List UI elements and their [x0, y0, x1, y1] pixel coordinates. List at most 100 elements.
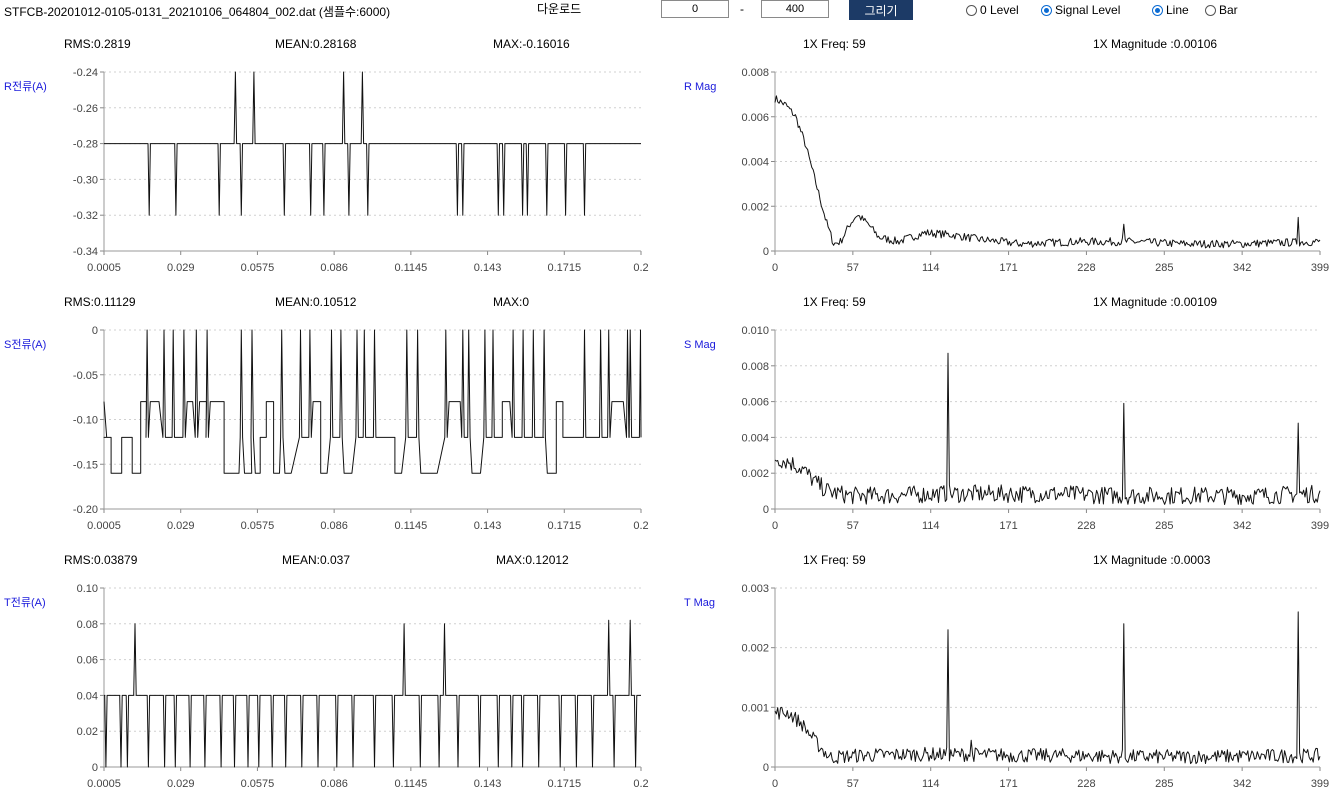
y-axis-label-t_mag: T Mag: [684, 597, 715, 609]
y-tick-s_time-3: -0.15: [73, 459, 98, 471]
range-end-input[interactable]: [761, 0, 829, 18]
stat-t_time-0: RMS:0.03879: [64, 553, 138, 567]
x-tick-r_time-4: 0.1145: [394, 262, 427, 274]
x-tick-s_mag-4: 228: [1077, 520, 1095, 532]
y-tick-t_time-2: 0.06: [77, 655, 98, 667]
y-tick-s_mag-3: 0.004: [741, 432, 769, 444]
y-tick-r_mag-3: 0.002: [741, 201, 769, 213]
r-magnitude-chart: 1X Freq: 59 1X Magnitude :0.00106 R Mag 0.0…: [684, 37, 1329, 274]
x-tick-s_time-6: 0.1715: [547, 520, 581, 532]
y-tick-t_mag-0: 0.003: [741, 583, 769, 595]
x-tick-s_mag-1: 57: [847, 520, 859, 532]
y-axis-label-t_time: T전류(A): [4, 596, 46, 609]
radio-line[interactable]: Line: [1152, 3, 1189, 17]
x-tick-s_time-7: 0.2: [633, 520, 648, 532]
y-tick-t_time-1: 0.08: [77, 619, 98, 631]
x-tick-t_time-0: 0.0005: [87, 778, 121, 790]
radio-signal-level[interactable]: Signal Level: [1041, 3, 1120, 17]
x-tick-t_time-4: 0.1145: [394, 778, 427, 790]
y-tick-r_mag-2: 0.004: [741, 157, 769, 169]
stat-r_mag-1: 1X Magnitude :0.00106: [1093, 37, 1217, 51]
x-tick-r_time-0: 0.0005: [87, 262, 121, 274]
toolbar: STFCB-20201012-0105-0131_20210106_064804…: [0, 0, 1334, 24]
y-tick-r_time-1: -0.26: [73, 103, 98, 115]
y-tick-s_mag-0: 0.010: [741, 325, 769, 337]
radio-bar[interactable]: Bar: [1205, 3, 1238, 17]
radio-zero-level[interactable]: 0 Level: [966, 3, 1019, 17]
x-tick-t_mag-6: 342: [1233, 778, 1251, 790]
series-line-t_time: [104, 619, 641, 768]
y-tick-t_mag-2: 0.001: [741, 702, 769, 714]
t-current-chart: RMS:0.03879 MEAN:0.037 MAX:0.12012 T전류(A) 0.…: [4, 553, 649, 790]
x-tick-t_mag-4: 228: [1077, 778, 1095, 790]
stat-s_mag-0: 1X Freq: 59: [803, 295, 866, 309]
x-tick-t_mag-7: 399: [1311, 778, 1329, 790]
x-tick-t_time-3: 0.086: [320, 778, 348, 790]
radio-bar-dot[interactable]: [1205, 4, 1216, 16]
radio-signal-level-label: Signal Level: [1055, 3, 1121, 17]
y-tick-s_mag-5: 0: [763, 504, 769, 516]
range-separator: -: [740, 2, 744, 16]
y-tick-r_time-4: -0.32: [73, 210, 98, 222]
x-tick-s_time-3: 0.086: [320, 520, 348, 532]
y-tick-r_time-0: -0.24: [73, 67, 98, 79]
x-tick-r_mag-4: 228: [1077, 262, 1095, 274]
x-tick-t_mag-1: 57: [847, 778, 859, 790]
radio-zero-level-label: 0 Level: [980, 3, 1019, 17]
radio-line-label: Line: [1166, 3, 1189, 17]
x-tick-r_time-7: 0.2: [633, 262, 648, 274]
s-current-chart: RMS:0.11129 MEAN:0.10512 MAX:0 S전류(A) 0 -0.05…: [4, 295, 649, 532]
x-tick-r_mag-7: 399: [1311, 262, 1329, 274]
x-tick-s_mag-6: 342: [1233, 520, 1251, 532]
x-tick-r_mag-6: 342: [1233, 262, 1251, 274]
radio-line-dot[interactable]: [1152, 4, 1163, 16]
series-line-r_mag: [774, 95, 1321, 249]
y-axis-label-r_time: R전류(A): [4, 80, 47, 93]
y-tick-s_mag-2: 0.006: [741, 397, 769, 409]
x-tick-s_time-1: 0.029: [167, 520, 195, 532]
file-title: STFCB-20201012-0105-0131_20210106_064804…: [4, 5, 391, 19]
y-tick-r_time-5: -0.34: [73, 246, 98, 258]
y-tick-s_time-0: 0: [92, 325, 98, 337]
x-tick-s_mag-3: 171: [999, 520, 1017, 532]
x-tick-r_mag-5: 285: [1155, 262, 1173, 274]
x-tick-r_time-1: 0.029: [167, 262, 195, 274]
x-tick-r_time-3: 0.086: [320, 262, 348, 274]
s-magnitude-chart: 1X Freq: 59 1X Magnitude :0.00109 S Mag 0.0…: [684, 295, 1329, 532]
y-tick-r_time-3: -0.30: [73, 174, 98, 186]
x-tick-t_time-6: 0.1715: [547, 778, 581, 790]
x-tick-r_mag-3: 171: [999, 262, 1017, 274]
y-tick-t_mag-1: 0.002: [741, 643, 769, 655]
x-tick-s_time-0: 0.0005: [87, 520, 121, 532]
t-magnitude-chart: 1X Freq: 59 1X Magnitude :0.0003 T Mag 0.00…: [684, 553, 1329, 790]
y-tick-t_time-5: 0: [92, 762, 98, 774]
download-link[interactable]: 다운로드: [537, 2, 582, 16]
r-current-chart: RMS:0.2819 MEAN:0.28168 MAX:-0.16016 R전류(A)…: [4, 37, 649, 274]
y-tick-t_time-0: 0.10: [77, 583, 98, 595]
range-start-input[interactable]: [661, 0, 729, 18]
x-tick-s_time-4: 0.1145: [394, 520, 427, 532]
series-line-r_time: [104, 71, 641, 216]
y-tick-s_mag-1: 0.008: [741, 361, 769, 373]
stat-r_time-2: MAX:-0.16016: [493, 37, 570, 51]
x-tick-t_mag-0: 0: [772, 778, 778, 790]
y-tick-r_mag-1: 0.006: [741, 112, 769, 124]
x-tick-t_time-2: 0.0575: [241, 778, 275, 790]
x-tick-s_mag-7: 399: [1311, 520, 1329, 532]
y-axis-label-s_time: S전류(A): [4, 338, 46, 351]
draw-button[interactable]: 그리기: [849, 0, 913, 20]
stat-r_time-1: MEAN:0.28168: [275, 37, 357, 51]
stat-t_mag-0: 1X Freq: 59: [803, 553, 866, 567]
radio-zero-level-dot[interactable]: [966, 4, 977, 16]
y-tick-s_time-4: -0.20: [73, 504, 98, 516]
stat-t_mag-1: 1X Magnitude :0.0003: [1093, 553, 1211, 567]
x-tick-t_mag-3: 171: [999, 778, 1017, 790]
stat-r_mag-0: 1X Freq: 59: [803, 37, 866, 51]
y-tick-r_mag-4: 0: [763, 246, 769, 258]
series-line-s_time: [103, 329, 642, 474]
stat-s_time-2: MAX:0: [493, 295, 529, 309]
x-tick-s_mag-2: 114: [922, 520, 940, 532]
stat-s_mag-1: 1X Magnitude :0.00109: [1093, 295, 1217, 309]
radio-signal-level-dot[interactable]: [1041, 4, 1052, 16]
y-axis-label-r_mag: R Mag: [684, 81, 716, 93]
